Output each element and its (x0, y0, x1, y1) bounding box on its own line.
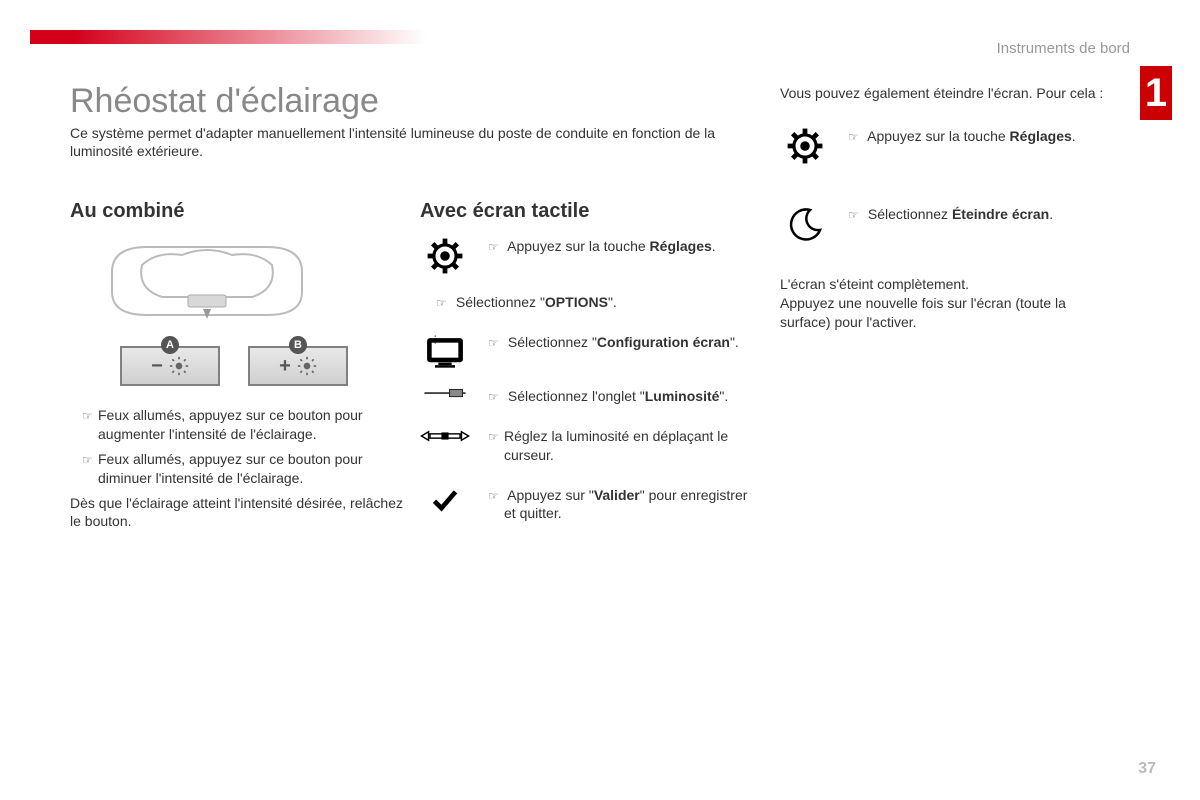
brightness-up-button: B + (248, 346, 348, 386)
turnoff-closing: L'écran s'éteint complètement. Appuyez u… (780, 275, 1120, 332)
heading-touchscreen: Avec écran tactile (420, 200, 760, 223)
chapter-tab: 1 (1140, 66, 1172, 120)
section-label: Instruments de bord (997, 40, 1130, 57)
brightness-down-button: A − (120, 346, 220, 386)
page-title: Rhéostat d'éclairage (70, 82, 379, 121)
heading-combine: Au combiné (70, 200, 410, 223)
minus-sign: − (151, 355, 163, 378)
gear-sun-icon (420, 237, 470, 275)
off-step-2: Sélectionnez Éteindre écran. (848, 205, 1120, 224)
ts-step-5: Réglez la luminosité en déplaçant le cur… (488, 427, 760, 465)
combine-closing: Dès que l'éclairage atteint l'intensité … (70, 494, 410, 532)
dashboard-illustration (102, 237, 410, 332)
badge-b: B (289, 336, 307, 354)
ts-step-1: Appuyez sur la touche Réglages. (488, 237, 760, 256)
screen-icon (420, 333, 470, 369)
combine-step-1: Feux allumés, appuyez sur ce bouton pour… (82, 406, 410, 444)
header-accent-bar (30, 30, 750, 44)
check-icon (420, 486, 470, 514)
ts-step-4: Sélectionnez l'onglet "Luminosité". (488, 387, 760, 406)
turnoff-intro: Vous pouvez également éteindre l'écran. … (780, 84, 1120, 103)
column-touchscreen: Avec écran tactile Appuyez sur la touche… (420, 200, 760, 544)
plus-sign: + (279, 355, 291, 378)
ts-step-2: Sélectionnez "OPTIONS". (436, 293, 760, 312)
sun-icon (169, 356, 189, 376)
slider-top-icon (420, 387, 470, 405)
combine-step-2: Feux allumés, appuyez sur ce bouton pour… (82, 450, 410, 488)
page-number: 37 (1138, 760, 1156, 778)
gear-sun-icon (780, 127, 830, 165)
moon-icon (780, 205, 830, 245)
ts-step-6: Appuyez sur "Valider" pour enregistrer e… (488, 486, 760, 524)
sun-icon (297, 356, 317, 376)
page-intro: Ce système permet d'adapter manuellement… (70, 124, 750, 160)
slider-arrows-icon (420, 427, 470, 445)
column-combine: Au combiné A − B + (70, 200, 410, 534)
off-step-1: Appuyez sur la touche Réglages. (848, 127, 1120, 146)
column-turn-off: Vous pouvez également éteindre l'écran. … (780, 84, 1120, 335)
badge-a: A (161, 336, 179, 354)
brightness-buttons-row: A − B + (120, 346, 410, 386)
ts-step-3: Sélectionnez "Configuration écran". (488, 333, 760, 352)
